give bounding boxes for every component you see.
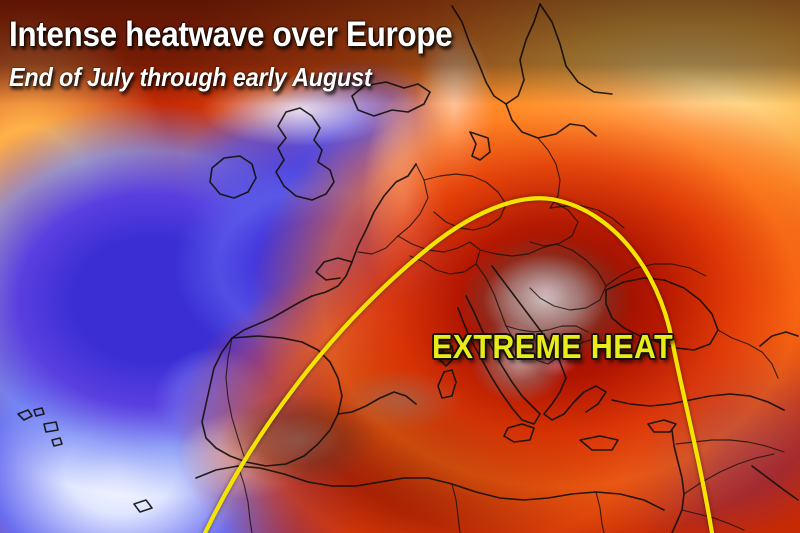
border-ukraine [605,263,707,287]
coastline-brittany [315,257,353,281]
coastline-caspian [759,331,799,347]
border-spain-portugal [225,337,245,457]
coastline-crete [579,435,619,451]
island-azores-e [133,499,153,513]
border-turkey-east [717,329,779,379]
coastline-italy [457,295,541,425]
coastline-north-africa [195,465,665,511]
coastline-cyprus [647,419,677,433]
coastline-baltic [505,103,597,139]
border-france-germany [357,163,429,255]
coastline-levant [671,429,685,533]
coastline-great-britain [275,107,335,201]
coastline-biscay [231,295,313,339]
coastline-persian-gulf [751,465,799,501]
island-azores-b [33,407,45,417]
coastline-adriatic [491,265,567,379]
island-azores-d [51,437,63,447]
coastline-iberia [201,335,343,467]
coastline-continental-west [311,163,417,297]
coastline-ireland [209,155,257,199]
coastline-denmark [469,131,491,161]
border-serbia-bulgaria [547,337,597,365]
page-subtitle: End of July through early August [9,62,372,92]
coastline-corsica [439,345,455,367]
page-title: Intense heatwave over Europe [9,15,453,54]
border-romania [529,243,607,311]
coastline-sardinia [437,369,457,399]
border-hungary [479,243,557,257]
extreme-heat-label: EXTREME HEAT [432,328,674,365]
border-algeria-tunisia [451,483,461,533]
coastline-sicily [503,423,535,443]
border-balkans-south [505,325,589,333]
border-jordan [681,509,745,531]
border-syria-iraq [683,453,775,495]
coastline-anatolia [611,393,785,411]
island-azores-c [43,421,59,433]
border-morocco-algeria [237,465,253,533]
coastline-france-mediterranean [337,391,417,415]
coastline-greece [543,377,607,421]
island-azores-a [17,409,33,421]
border-libya-egypt [595,491,605,533]
border-belarus [549,205,625,229]
coastline-black-sea [605,277,719,351]
